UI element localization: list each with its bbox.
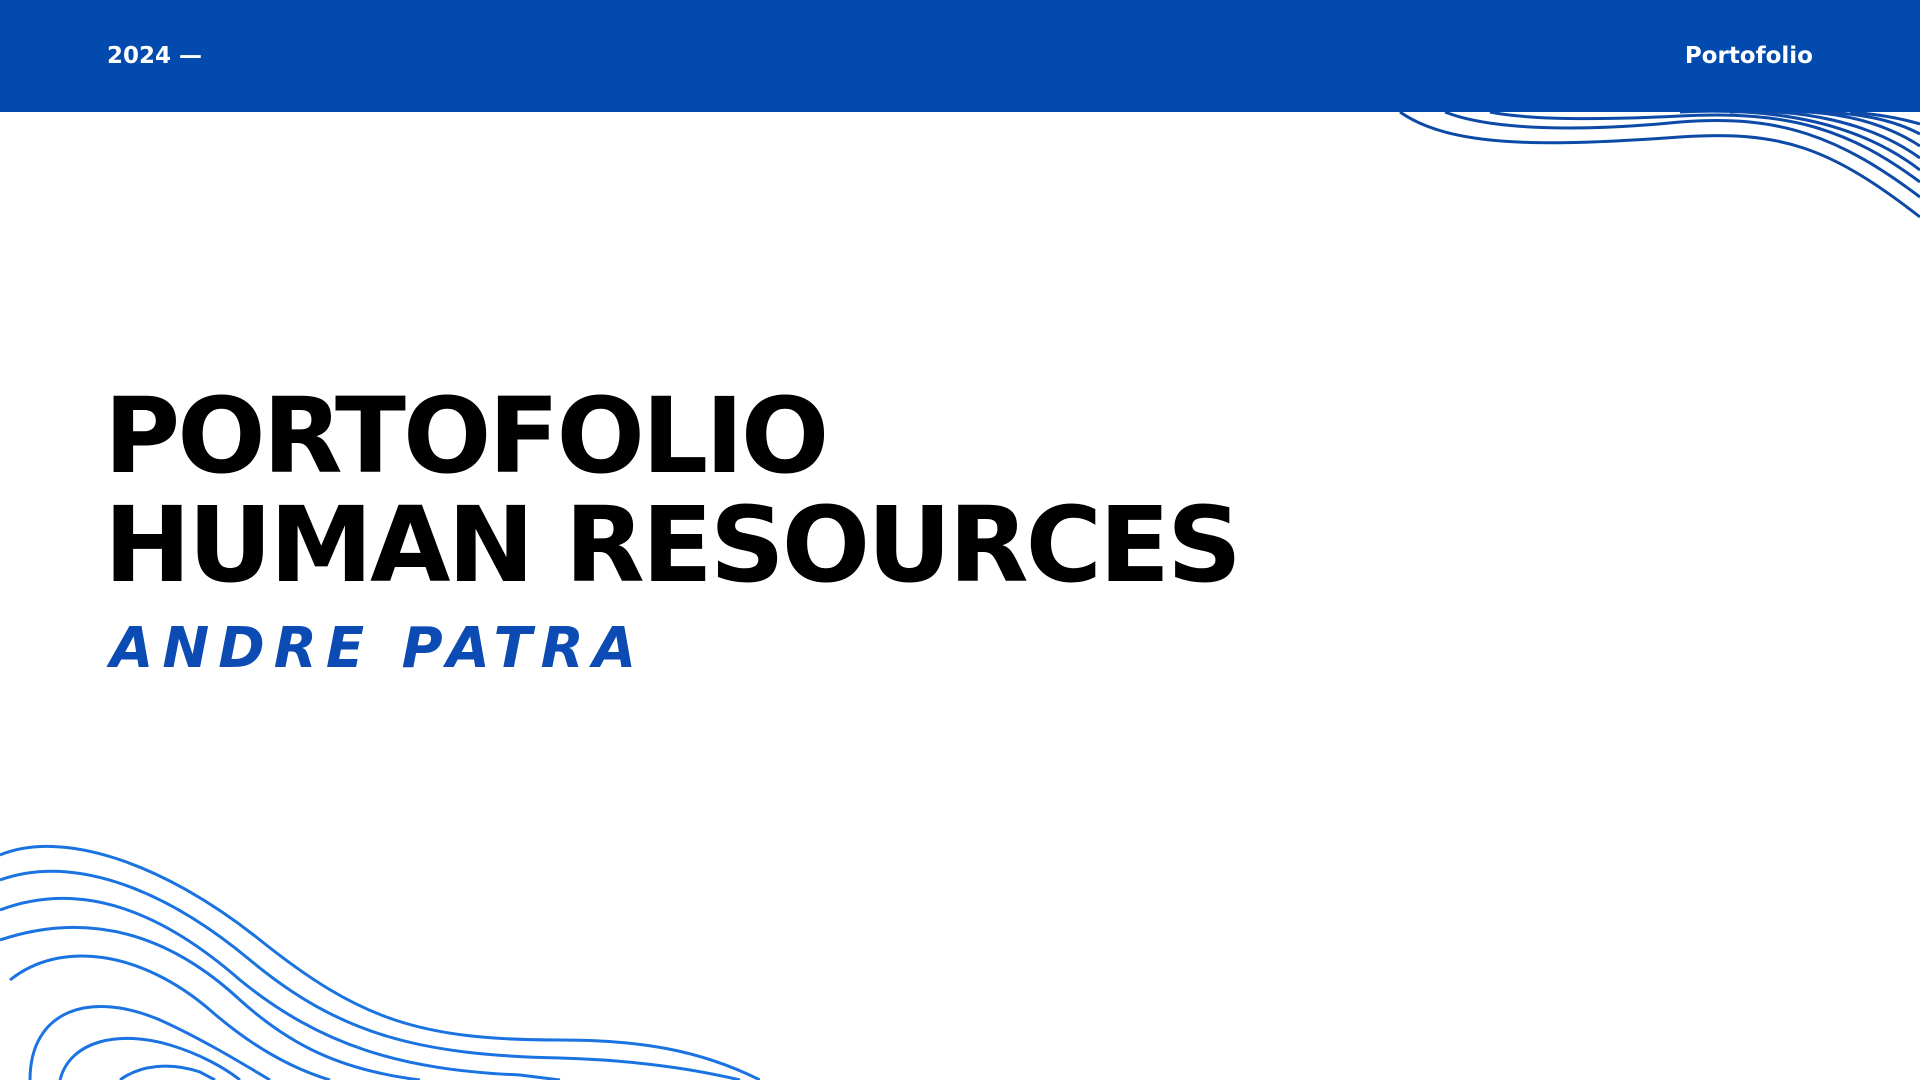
- presentation-title: PORTOFOLIO HUMAN RESOURCES: [104, 375, 1242, 606]
- header-bar: 2024 — Portofolio: [0, 0, 1920, 112]
- top-right-wave-decoration: [1399, 112, 1920, 219]
- title-line-2: HUMAN RESOURCES: [104, 484, 1242, 606]
- bottom-left-wave-decoration: [0, 844, 760, 1080]
- author-name: ANDRE PATRA: [110, 616, 646, 681]
- year-label: 2024 —: [107, 43, 203, 69]
- brand-label: Portofolio: [1684, 43, 1813, 69]
- title-line-1: PORTOFOLIO: [104, 375, 829, 497]
